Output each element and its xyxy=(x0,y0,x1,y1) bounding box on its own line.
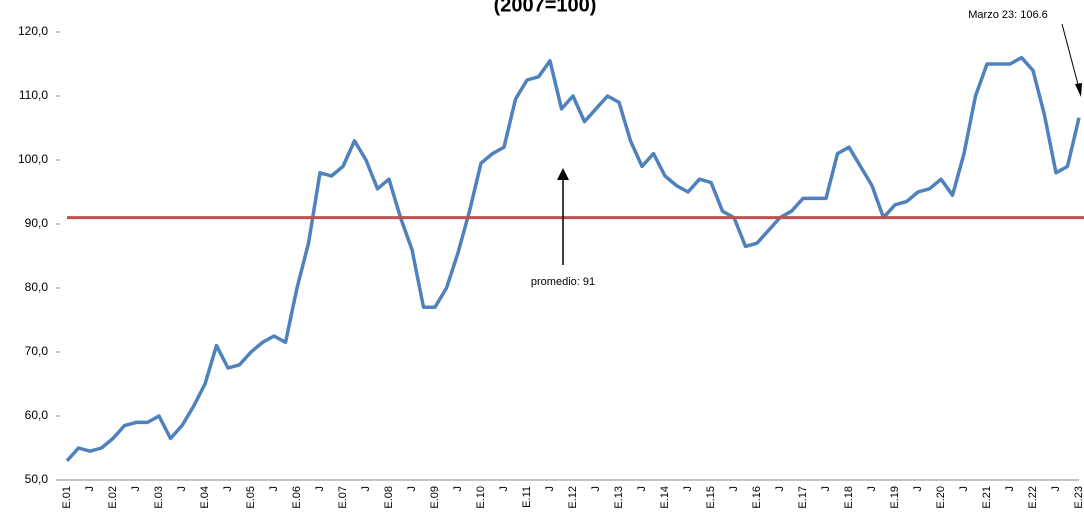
x-tick-label: E.03 xyxy=(153,486,165,509)
x-tick-label: E.11 xyxy=(521,486,533,508)
x-tick-label: E.17 xyxy=(797,486,809,509)
x-tick-label: J xyxy=(360,486,372,492)
x-tick-label: E.13 xyxy=(613,486,625,509)
x-tick-label: E.06 xyxy=(291,486,303,509)
x-tick-label: E.07 xyxy=(337,486,349,509)
chart-title: (2007=100) xyxy=(494,0,597,16)
x-tick-label: J xyxy=(130,486,142,492)
x-tick-label: E.09 xyxy=(429,486,441,509)
x-tick-label: J xyxy=(590,486,602,492)
last-annotation: Marzo 23: 106.6 xyxy=(968,9,1048,21)
x-tick-label: J xyxy=(406,486,418,492)
y-tick-label: 90,0 xyxy=(25,216,49,230)
y-tick-label: 100,0 xyxy=(18,152,48,166)
x-tick-label: E.23 xyxy=(1073,486,1084,509)
x-tick-label: J xyxy=(498,486,510,492)
x-tick-label: J xyxy=(452,486,464,492)
y-tick-label: 110,0 xyxy=(19,88,48,102)
x-tick-label: E.20 xyxy=(935,486,947,509)
x-tick-label: J xyxy=(314,486,326,492)
x-tick-label: J xyxy=(544,486,556,492)
x-tick-label: E.14 xyxy=(659,486,671,509)
x-tick-label: J xyxy=(866,486,878,492)
x-tick-label: E.10 xyxy=(475,486,487,509)
x-tick-label: J xyxy=(958,486,970,492)
x-tick-label: J xyxy=(636,486,648,492)
x-tick-label: E.12 xyxy=(567,486,579,509)
y-tick-label: 50,0 xyxy=(25,472,49,486)
x-tick-label: J xyxy=(1050,486,1062,492)
y-tick-label: 120,0 xyxy=(18,24,48,38)
x-tick-label: E.08 xyxy=(383,486,395,509)
x-tick-label: J xyxy=(682,486,694,492)
x-tick-label: J xyxy=(820,486,832,492)
x-tick-label: J xyxy=(1004,486,1016,492)
x-tick-label: J xyxy=(84,486,96,492)
y-tick-label: 60,0 xyxy=(25,408,49,422)
last-arrow xyxy=(1061,23,1081,93)
x-tick-label: E.04 xyxy=(199,486,211,509)
x-tick-label: J xyxy=(774,486,786,492)
average-arrowhead xyxy=(557,168,569,180)
x-tick-label: J xyxy=(912,486,924,492)
x-tick-label: E.21 xyxy=(981,486,993,509)
last-arrowhead xyxy=(1075,83,1082,97)
average-annotation: promedio: 91 xyxy=(531,276,595,288)
y-tick-label: 80,0 xyxy=(25,280,49,294)
x-tick-label: E.05 xyxy=(245,486,257,509)
x-tick-label: J xyxy=(222,486,234,492)
y-tick-label: 70,0 xyxy=(25,344,49,358)
x-tick-label: J xyxy=(268,486,280,492)
x-tick-label: E.22 xyxy=(1027,486,1039,509)
x-tick-label: J xyxy=(176,486,188,492)
x-tick-label: J xyxy=(728,486,740,492)
x-tick-label: E.15 xyxy=(705,486,717,509)
x-tick-label: E.16 xyxy=(751,486,763,509)
x-tick-label: E.19 xyxy=(889,486,901,509)
x-tick-label: E.01 xyxy=(61,486,73,509)
line-series xyxy=(65,55,1081,462)
x-tick-label: E.02 xyxy=(107,486,119,509)
x-tick-label: E.18 xyxy=(843,486,855,509)
